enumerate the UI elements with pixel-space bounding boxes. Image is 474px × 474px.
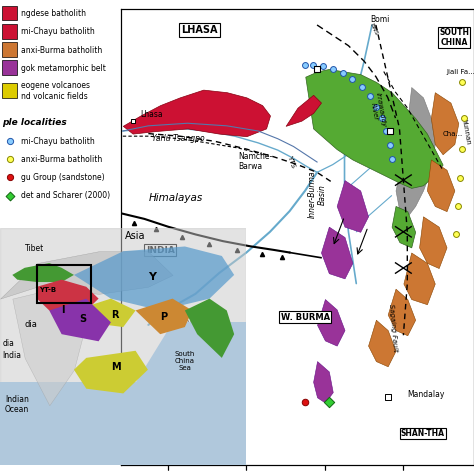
Point (382, 127, 390, 135)
Point (310, 62, 317, 69)
Point (6, 192, 13, 200)
Text: mi-Chayu batholith: mi-Chayu batholith (20, 27, 94, 36)
Point (372, 103, 380, 110)
Text: R: R (111, 310, 118, 319)
Point (453, 231, 460, 238)
Point (366, 92, 374, 100)
Text: Mandalay: Mandalay (407, 390, 445, 399)
Text: Jiali Fa...: Jiali Fa... (447, 69, 474, 75)
Point (458, 146, 466, 153)
Text: Irrawaddy
River: Irrawaddy River (368, 92, 387, 129)
Text: S: S (79, 314, 86, 324)
Text: Tibet: Tibet (25, 244, 44, 253)
Point (325, 399, 333, 406)
Text: India: India (2, 351, 21, 360)
Text: anxi-Burma batholith: anxi-Burma batholith (20, 46, 102, 55)
Point (386, 141, 393, 149)
Text: Himalayas: Himalayas (148, 193, 202, 203)
Text: ngdese batholith: ngdese batholith (20, 9, 85, 18)
Text: INDIA: INDIA (146, 246, 174, 255)
Text: Asia: Asia (125, 231, 146, 241)
Text: YT-B: YT-B (39, 286, 56, 292)
Text: P: P (160, 312, 167, 322)
Point (386, 127, 393, 135)
Text: gok metamorphic belt: gok metamorphic belt (20, 64, 105, 73)
Text: ple localities: ple localities (2, 118, 67, 128)
Text: Inner-Burma
Basin: Inner-Burma Basin (307, 171, 327, 219)
Text: Namche-
Barwa: Namche- Barwa (238, 152, 273, 171)
Point (456, 174, 464, 182)
Point (358, 83, 366, 91)
Bar (2, 6, 17, 20)
Text: W. BURMA: W. BURMA (281, 313, 330, 322)
Text: Sagaing Fault: Sagaing Fault (388, 303, 399, 352)
Point (455, 202, 462, 210)
Point (6, 173, 13, 181)
Point (6, 137, 13, 145)
Point (313, 65, 321, 73)
Text: YTS: YTS (286, 154, 297, 168)
Text: Y: Y (148, 272, 156, 282)
Text: Brahmaputra River: Brahmaputra River (163, 313, 236, 337)
Point (129, 117, 137, 125)
Text: LHASA: LHASA (181, 25, 218, 35)
Polygon shape (0, 228, 246, 465)
Text: SHAN-THA: SHAN-THA (401, 429, 445, 438)
Text: South
China
Sea: South China Sea (175, 351, 195, 371)
Text: dia: dia (25, 320, 37, 329)
Text: anxi-Burma batholith: anxi-Burma batholith (20, 155, 102, 164)
Bar (2, 60, 17, 75)
Bar (2, 24, 17, 39)
Text: Bomi: Bomi (370, 16, 390, 24)
Text: Lhasa: Lhasa (140, 109, 163, 118)
Point (329, 65, 337, 73)
Point (458, 78, 466, 86)
Text: BNS: BNS (368, 23, 378, 36)
Text: SOUTH
CHINA: SOUTH CHINA (439, 27, 469, 47)
Point (339, 69, 346, 77)
Text: Indian
Ocean: Indian Ocean (5, 395, 29, 414)
Point (460, 114, 468, 122)
Point (388, 155, 395, 163)
Text: dia: dia (2, 339, 14, 348)
Text: Yunnan: Yunnan (461, 118, 471, 145)
Point (319, 63, 327, 70)
Point (384, 393, 392, 401)
Bar (2, 83, 17, 98)
Text: I: I (62, 305, 65, 315)
Text: det and Scharer (2000): det and Scharer (2000) (20, 191, 109, 200)
Point (378, 114, 385, 122)
Bar (2, 42, 17, 57)
Point (301, 399, 309, 406)
Text: M: M (111, 362, 120, 372)
Text: gu Group (sandstone): gu Group (sandstone) (20, 173, 104, 182)
Text: Cha...: Cha... (443, 131, 463, 137)
Point (348, 75, 356, 83)
Point (6, 155, 13, 163)
Text: eogene volcanoes
nd volcanic fields: eogene volcanoes nd volcanic fields (20, 82, 90, 100)
Text: Yarlu Tsangpo: Yarlu Tsangpo (152, 134, 205, 143)
Point (301, 62, 309, 69)
Text: mi-Chayu batholith: mi-Chayu batholith (20, 137, 94, 146)
Bar (37, 265, 91, 303)
